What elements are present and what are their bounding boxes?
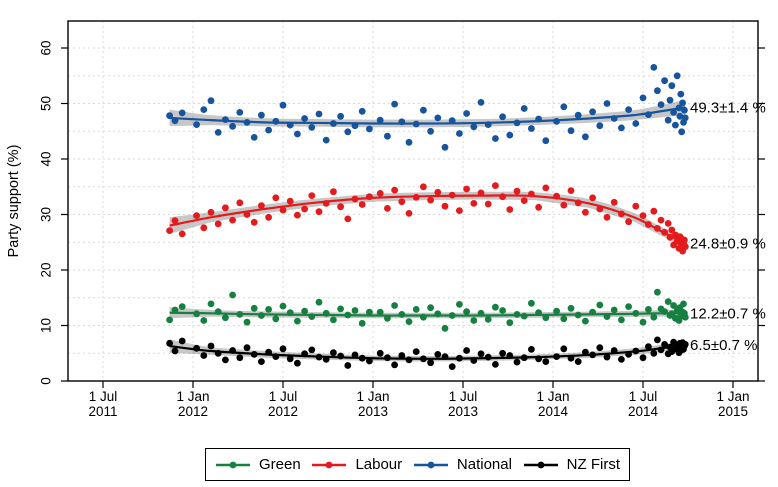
legend-item-labour: Labour — [311, 456, 402, 473]
legend-item-national: National — [413, 456, 512, 473]
x-tick-label: 1 Jan 2014 — [536, 389, 569, 419]
x-tick-label: 1 Jul 2012 — [268, 389, 298, 419]
legend-key-icon — [216, 461, 250, 468]
x-tick-label: 1 Jan 2013 — [356, 389, 389, 419]
legend-item-green: Green — [215, 456, 301, 473]
annotations: 49.3±1.4 % 24.8±0.9 % 12.2±0.7 % 6.5±0.7 % — [690, 99, 766, 354]
points-green — [166, 288, 689, 332]
y-tick-label: 30 — [39, 207, 54, 222]
plot-border — [67, 20, 759, 382]
x-tick-label: 1 Jul 2013 — [448, 389, 478, 419]
points-nz-first — [166, 336, 689, 370]
annotation-labour: 24.8±0.9 % — [690, 235, 766, 252]
points-labour — [166, 182, 689, 255]
gridlines — [68, 21, 758, 381]
points-national — [166, 64, 689, 151]
y-axis-title: Party support (%) — [6, 144, 22, 258]
legend-key-icon — [312, 461, 347, 468]
y-tick-label: 60 — [39, 40, 54, 55]
legend-key-icon — [413, 461, 448, 468]
y-tick-label: 10 — [39, 318, 54, 333]
annotation-nz-first: 6.5±0.7 % — [690, 337, 757, 354]
legend-label: Green — [259, 456, 301, 473]
y-tick-label: 20 — [39, 262, 54, 277]
legend-label: NZ First — [566, 456, 620, 473]
legend: Green Labour National NZ First — [205, 448, 630, 481]
legend-label: Labour — [355, 456, 403, 473]
annotation-green: 12.2±0.7 % — [690, 305, 766, 322]
legend-item-nz-first: NZ First — [523, 456, 620, 473]
legend-key-icon — [523, 461, 558, 468]
y-tick-label: 50 — [39, 96, 54, 111]
x-tick-label: 1 Jul 2014 — [628, 389, 659, 419]
annotation-national: 49.3±1.4 % — [690, 99, 766, 116]
axes: 1 Jul 2011 1 Jan 2012 1 Jul 2012 1 Jan 2013 1 Ju… — [39, 40, 765, 419]
x-tick-label: 1 Jan 2012 — [176, 389, 209, 419]
legend-label: National — [456, 456, 512, 473]
x-tick-label: 1 Jul 2011 — [88, 389, 117, 419]
y-tick-label: 0 — [39, 377, 54, 385]
y-tick-label: 40 — [39, 151, 54, 166]
band-labour — [169, 191, 686, 249]
x-tick-label: 1 Jan 2015 — [716, 389, 749, 419]
